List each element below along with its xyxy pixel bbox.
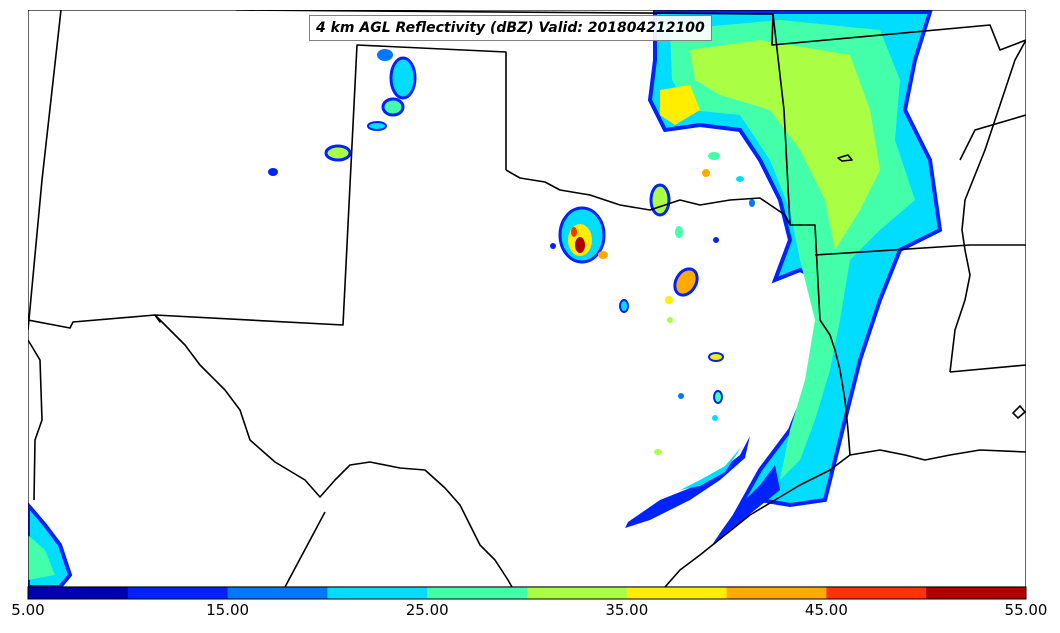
colorbar-segment [427, 587, 528, 599]
gulf-coastline [849, 449, 1026, 461]
colorbar-segment [527, 587, 628, 599]
texas-border [154, 314, 513, 587]
political-boundaries [28, 10, 1026, 587]
mississippi-river [949, 39, 1026, 373]
state-border [28, 339, 43, 501]
state-border [235, 10, 821, 321]
reflectivity-echoes [28, 10, 943, 587]
colorbar [27, 586, 1027, 600]
state-border [814, 244, 1026, 256]
colorbar-tick-label: 15.00 [206, 601, 250, 619]
echo-cell [377, 49, 393, 61]
lake [837, 154, 853, 162]
colorbar-segment [227, 587, 328, 599]
echo-cell [712, 415, 718, 421]
state-border [284, 511, 326, 587]
echo-cell [381, 97, 405, 117]
echo-cell [708, 152, 720, 160]
echo-supercell-peak [575, 237, 585, 253]
sabine-river [819, 319, 851, 456]
echo-cell [665, 296, 673, 304]
red-river-border [505, 169, 791, 226]
colorbar-segment [926, 587, 1027, 599]
colorbar-segment [327, 587, 428, 599]
echo-cell [702, 169, 710, 177]
echo-cell [713, 237, 719, 243]
map-title: 4 km AGL Reflectivity (dBZ) Valid: 20180… [309, 15, 712, 41]
colorbar-frame [27, 586, 1027, 600]
state-border [771, 13, 1026, 51]
echo-cell [550, 243, 556, 249]
lake [1012, 405, 1026, 419]
echo-northeast-peak [660, 85, 700, 125]
echo-cell [619, 299, 629, 313]
colorbar-segment [28, 587, 129, 599]
echo-cell [324, 144, 352, 162]
echo-cell [678, 393, 684, 399]
colorbar-segment [626, 587, 728, 599]
colorbar-segment [726, 587, 827, 599]
map-area [28, 10, 1026, 587]
echo-cell [736, 176, 744, 182]
state-border [949, 364, 1026, 373]
echo-cell [649, 183, 671, 217]
echo-cell [675, 226, 683, 238]
state-border [959, 114, 1026, 161]
colorbar-tick-label: 25.00 [405, 601, 449, 619]
colorbar-tick-label: 35.00 [605, 601, 649, 619]
echo-cell [268, 168, 278, 176]
echo-cell [749, 199, 755, 207]
colorbar-segment [826, 587, 927, 599]
echo-cell [598, 251, 608, 259]
colorbar-tick-label: 55.00 [1004, 601, 1048, 619]
echo-cell [667, 317, 673, 323]
colorbar-segment [127, 587, 229, 599]
colorbar-tick-label: 5.00 [11, 601, 45, 619]
texas-coastline [664, 454, 851, 587]
echo-cell [673, 267, 699, 297]
echo-cell [367, 121, 387, 131]
colorbar-tick-label: 45.00 [804, 601, 848, 619]
echo-northeast-inner [690, 40, 880, 250]
echo-cell [654, 449, 662, 455]
echo-cell [571, 227, 577, 237]
echo-band-south [625, 436, 750, 528]
echo-cell [389, 56, 417, 100]
echo-cell [708, 352, 724, 362]
echo-southwest-core [28, 535, 55, 580]
echo-band-coast [712, 465, 780, 545]
state-border [28, 10, 62, 331]
echo-cell [713, 390, 723, 404]
